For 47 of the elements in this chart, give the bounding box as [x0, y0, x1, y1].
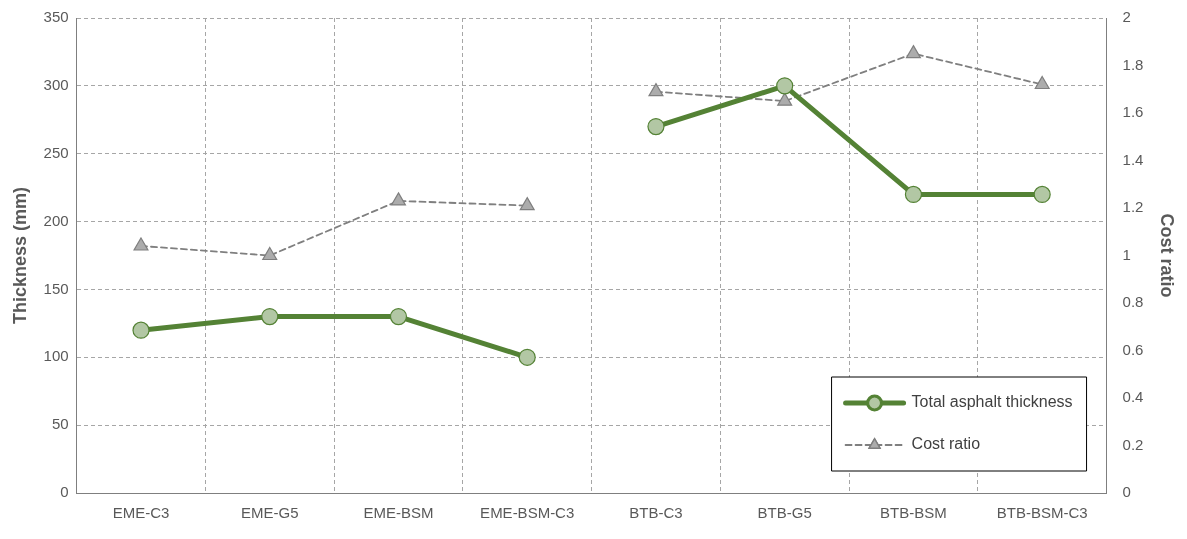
point [262, 246, 278, 261]
point [905, 45, 921, 59]
y-tick-label: 300 [43, 76, 69, 93]
y-tick-label: 0 [60, 483, 69, 501]
y-tick-label: 200 [43, 211, 69, 229]
legend-label: Total asphalt thickness [911, 393, 1073, 411]
point [648, 83, 664, 97]
point [390, 192, 407, 206]
x-tick-label: EME-G5 [240, 504, 299, 522]
y2-tick-label: 1.6 [1122, 103, 1144, 121]
y2-tick-label: 1 [1122, 245, 1131, 263]
y-tick-label: 350 [43, 8, 69, 26]
y2-tick-label: 0.8 [1122, 293, 1144, 311]
y2-tick-label: 0.2 [1122, 435, 1144, 453]
x-tick-label: BTB-C3 [629, 504, 683, 522]
point [132, 321, 150, 339]
y-tick-label: 150 [43, 279, 69, 297]
y-axis-title: Thickness (mm) [9, 186, 30, 325]
x-tick-label: EME-BSM [363, 504, 434, 522]
point [776, 77, 794, 95]
y-tick-label: 100 [43, 347, 69, 365]
y2-axis-title: Cost ratio [1157, 213, 1178, 298]
x-tick-label: EME-C3 [112, 504, 170, 522]
legend-label: Cost ratio [911, 435, 981, 453]
y-tick-label: 250 [43, 143, 69, 161]
y-tick-label: 50 [51, 415, 69, 433]
point [133, 237, 149, 251]
y2-tick-label: 0 [1122, 483, 1131, 501]
point [647, 117, 665, 136]
point [519, 197, 535, 211]
point [904, 185, 923, 204]
y2-tick-label: 1.2 [1122, 198, 1144, 216]
point [389, 307, 408, 326]
y2-tick-label: 1.4 [1122, 150, 1144, 168]
point [1034, 75, 1050, 90]
y2-tick-label: 0.6 [1122, 340, 1144, 358]
x-tick-label: BTB-G5 [757, 504, 812, 522]
point [777, 92, 793, 106]
y2-tick-label: 2 [1122, 8, 1131, 26]
x-tick-label: EME-BSM-C3 [480, 504, 575, 522]
x-tick-label: BTB-BSM [880, 504, 947, 522]
y2-tick-label: 0.4 [1122, 388, 1144, 406]
point [1033, 185, 1051, 204]
point [518, 348, 536, 366]
point [261, 307, 279, 326]
x-tick-label: BTB-BSM-C3 [996, 504, 1088, 522]
y2-tick-label: 1.8 [1122, 55, 1144, 73]
